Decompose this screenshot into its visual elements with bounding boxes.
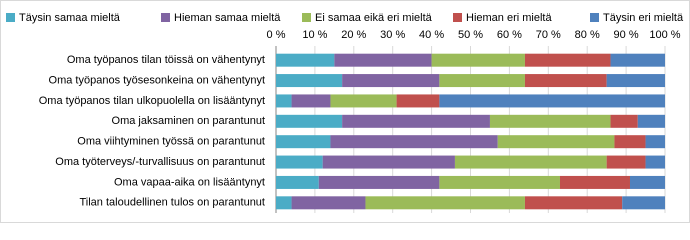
bar-segment [276,175,319,189]
legend-label: Täysin eri mieltä [603,12,684,24]
bar-segment [622,196,665,210]
bar-segment [276,135,331,149]
bar-segment [606,74,665,88]
x-tick-label: 70 % [536,29,561,41]
legend-label: Hieman eri mieltä [466,12,552,24]
bar-segment [330,135,498,149]
x-tick-label: 0 % [267,29,286,41]
x-tick-label: 50 % [458,29,483,41]
legend-label: Täysin samaa mieltä [19,12,121,24]
bar-segment [489,114,611,128]
bar-segment [629,175,665,189]
y-tick-label: Oma jaksaminen on parantunut [112,115,265,127]
x-tick-label: 90 % [614,29,639,41]
bar-segment [291,196,366,210]
legend-swatch [161,13,170,22]
bar-segment [637,114,665,128]
bar-segment [645,135,665,149]
bar-segment [342,74,440,88]
page: Täysin samaa mieltä Hieman samaa mieltä Ei… [0,0,690,223]
y-tick-label: Oma työpanos työsesonkeina on vähentynyt [49,74,265,86]
legend-swatch [302,13,311,22]
bar-segment [524,196,623,210]
bar-segment [431,53,525,67]
y-tick-label: Oma työpanos tilan töissä on vähentynyt [67,54,265,66]
y-tick-label: Oma viihtyminen työssä on parantunut [77,136,265,148]
y-tick-label: Tilan taloudellinen tulos on parantunut [79,197,265,209]
x-tick-label: 10 % [302,29,327,41]
bar-segment [291,94,331,108]
y-tick-label: Oma työpanos tilan ulkopuolella on lisää… [39,95,265,107]
x-tick-label: 20 % [341,29,366,41]
bar-segment [276,53,335,67]
bar-segment [334,53,432,67]
bar-segment [559,175,630,189]
bar-segment [276,155,323,169]
bar-segment [342,114,490,128]
bar-segment [454,155,607,169]
y-tick-label: Oma vapaa-aika on lisääntynyt [114,176,265,188]
bar-segment [524,53,611,67]
bar-segment [524,74,607,88]
bar-segment [439,94,665,108]
bar-segment [322,155,455,169]
legend-label: Ei samaa eikä eri mieltä [315,12,433,24]
x-tick-label: 100 % [649,29,680,41]
bar-segment [606,155,646,169]
bar-segment [645,155,665,169]
bar-segment [365,196,525,210]
bar-segment [276,74,343,88]
legend-swatch [6,13,15,22]
x-tick-label: 40 % [419,29,444,41]
bar-segment [276,114,343,128]
legend-label: Hieman samaa mieltä [174,12,281,24]
bar-segment [610,114,638,128]
bar-segment [610,53,665,67]
x-tick-label: 60 % [497,29,522,41]
bar-segment [439,175,560,189]
x-tick-label: 80 % [575,29,600,41]
bar-segment [614,135,646,149]
y-tick-label: Oma työterveys/-turvallisuus on parantun… [55,156,265,168]
bar-segment [497,135,615,149]
bar-segment [396,94,440,108]
bar-segment [330,94,397,108]
legend-swatch [590,13,599,22]
bar-segment [276,196,292,210]
bar-segment [318,175,440,189]
bar-segment [439,74,525,88]
bar-segment [276,94,292,108]
x-tick-label: 30 % [380,29,405,41]
chart: Täysin samaa mieltä Hieman samaa mieltä Ei… [0,0,690,223]
legend-swatch [453,13,462,22]
